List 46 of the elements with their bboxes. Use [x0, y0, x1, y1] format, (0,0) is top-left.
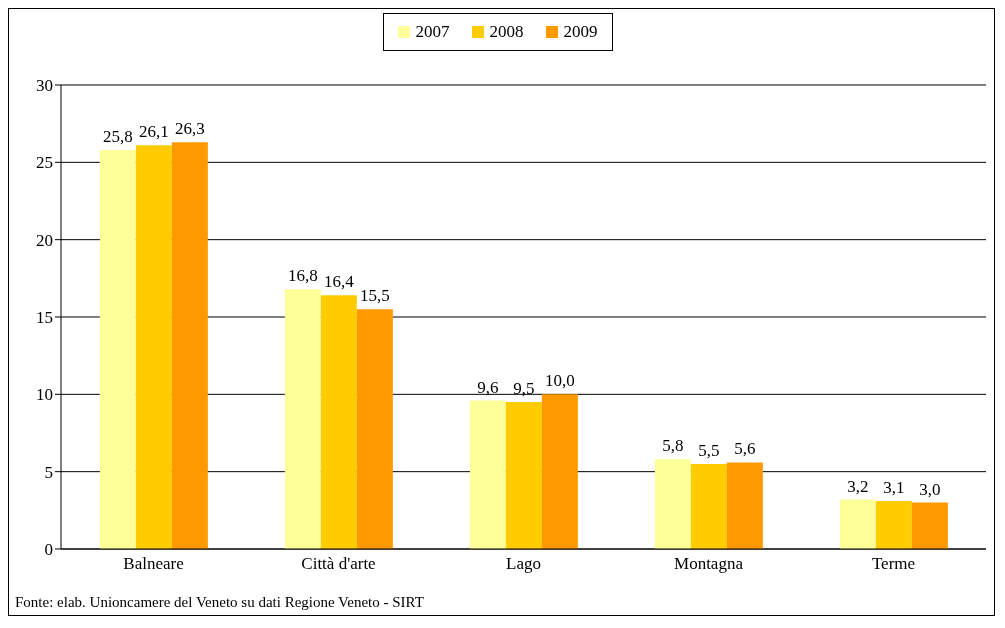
data-label: 10,0 — [544, 371, 575, 391]
legend-label: 2009 — [562, 22, 598, 42]
data-label: 16,4 — [323, 272, 355, 292]
bar — [690, 463, 727, 549]
bar — [320, 295, 357, 549]
data-label: 26,1 — [138, 122, 169, 142]
legend-label: 2008 — [488, 22, 524, 42]
data-label: 3,1 — [883, 478, 905, 498]
bar — [505, 402, 542, 549]
data-label: 25,8 — [102, 126, 133, 146]
data-label: 9,5 — [513, 379, 535, 399]
bar — [839, 499, 876, 549]
y-tick-label: 5 — [44, 462, 53, 482]
bar — [911, 502, 948, 549]
data-label: 5,5 — [698, 440, 720, 460]
data-label: 26,3 — [174, 119, 205, 139]
y-tick-label: 10 — [36, 385, 53, 405]
bar — [469, 400, 506, 549]
data-label: 5,6 — [734, 439, 756, 459]
data-label: 15,5 — [359, 286, 390, 306]
data-label: 3,2 — [847, 476, 869, 496]
x-tick-label: Montagna — [674, 554, 744, 574]
bar — [284, 289, 321, 549]
data-label: 3,0 — [919, 479, 941, 499]
bar — [135, 145, 172, 549]
x-tick-label: Città d'arte — [301, 554, 376, 574]
y-tick-label: 15 — [36, 308, 53, 328]
y-tick-label: 30 — [36, 76, 53, 96]
bar — [726, 462, 763, 549]
y-tick-label: 0 — [44, 540, 53, 560]
y-tick-label: 25 — [36, 153, 53, 173]
bar — [654, 459, 691, 549]
bar — [99, 149, 136, 549]
data-label: 16,8 — [287, 266, 318, 286]
bar — [541, 394, 578, 549]
x-tick-label: Terme — [871, 554, 916, 574]
x-tick-label: Lago — [506, 554, 541, 574]
y-tick-label: 20 — [36, 230, 53, 250]
bar — [171, 142, 208, 549]
source-note: Fonte: elab. Unioncamere del Veneto su dati Regione Veneto - SIRT — [15, 594, 424, 611]
x-tick-label: Balneare — [123, 554, 184, 574]
legend-label: 2007 — [414, 22, 450, 42]
bar — [356, 309, 393, 549]
data-label: 9,6 — [477, 377, 499, 397]
bar — [875, 501, 912, 549]
data-label: 5,8 — [662, 436, 684, 456]
